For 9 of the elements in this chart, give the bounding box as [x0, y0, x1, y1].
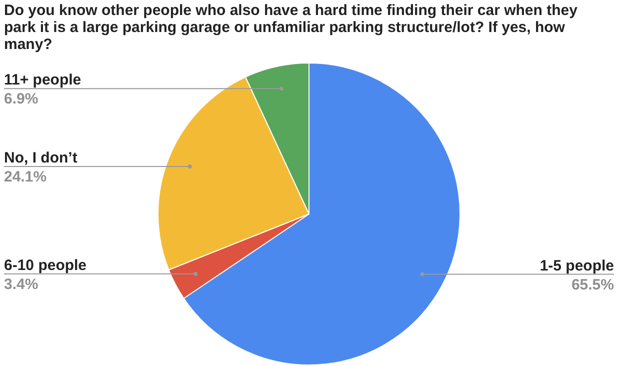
data-label: 6.9% — [4, 90, 38, 108]
data-label: 24.1% — [4, 168, 47, 186]
data-label: 3.4% — [4, 276, 38, 293]
slice-label: 11+ people — [4, 72, 82, 89]
slice-label: No, I don’t — [4, 150, 78, 167]
data-label: 65.5% — [571, 276, 614, 294]
chart-title: Do you know other people who also have a hard time finding their car when they park it is a large parking garage or unfamiliar parking structure/lot? If yes, how many? — [4, 2, 578, 53]
slice-label: 6-10 people — [4, 256, 87, 274]
slice-label: 1-5 people — [540, 257, 614, 274]
